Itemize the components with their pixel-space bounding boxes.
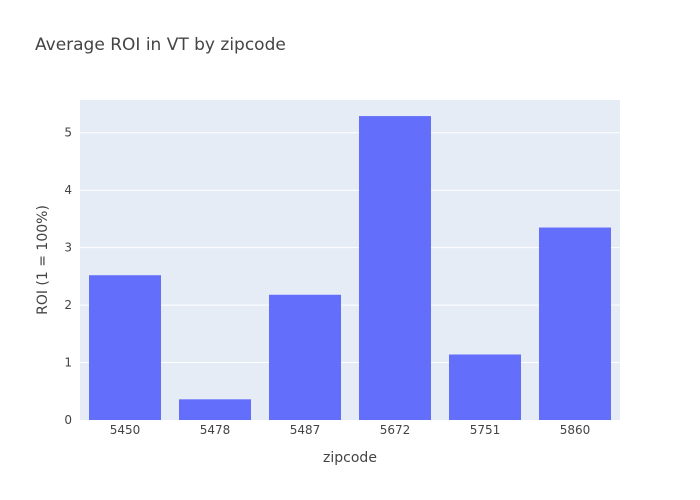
y-axis-label: ROI (1 = 100%) — [35, 205, 51, 315]
x-axis-ticks: 5450 5478 5487 5672 5751 5860 — [110, 423, 591, 437]
bar-5478[interactable] — [179, 399, 251, 420]
plot-area — [80, 100, 620, 420]
bar-5672[interactable] — [359, 116, 431, 420]
bar-5487[interactable] — [269, 294, 341, 420]
chart-title: Average ROI in VT by zipcode — [35, 35, 286, 55]
x-tick-label: 5487 — [290, 423, 321, 437]
x-tick-label: 5672 — [380, 423, 411, 437]
y-tick-label: 0 — [64, 413, 72, 427]
gridlines — [80, 132, 620, 364]
x-tick-label: 5478 — [200, 423, 231, 437]
y-axis-ticks: 0 1 2 3 4 5 — [64, 126, 72, 427]
y-tick-label: 4 — [64, 183, 72, 197]
y-tick-label: 3 — [64, 241, 72, 255]
bar-5450[interactable] — [89, 275, 161, 420]
bar-5751[interactable] — [449, 354, 521, 420]
x-tick-label: 5450 — [110, 423, 141, 437]
bar-5860[interactable] — [539, 227, 611, 420]
x-axis-label: zipcode — [323, 450, 377, 466]
y-tick-label: 1 — [64, 356, 72, 370]
y-tick-label: 2 — [64, 298, 72, 312]
y-tick-label: 5 — [64, 126, 72, 140]
x-tick-label: 5751 — [470, 423, 501, 437]
x-tick-label: 5860 — [560, 423, 591, 437]
bars — [89, 116, 611, 420]
